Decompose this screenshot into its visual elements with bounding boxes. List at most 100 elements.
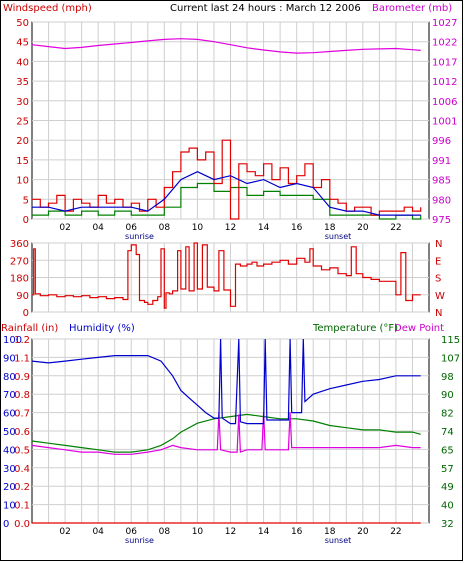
direction-tick-label: 270 [10,256,29,267]
barometer-series [31,38,421,54]
temperature-tick-label: 107 [441,353,460,364]
x-tick-label: 22 [390,223,401,233]
x-tick-label: 18 [324,223,336,233]
barometer-title: Barometer (mb) [372,3,452,14]
direction-series [32,242,421,309]
temperature-tick-label: 32 [441,519,454,530]
barometer-tick-label: 975 [432,215,451,226]
windspeed-tick-label: 35 [16,77,29,88]
humidity-tick-label: 0 [3,519,9,530]
compass-tick-label: N [435,308,442,319]
windspeed-tick-label: 20 [16,136,29,147]
chart-title: Current last 24 hours : March 12 2006 [170,3,361,14]
x-tick-label: 10 [192,527,204,537]
temperature-label: Temperature (°F) [312,323,398,334]
wind-average-series [32,171,421,216]
humidity-tick-label: 90 [3,353,16,364]
temperature-tick-label: 40 [441,501,454,512]
x-tick-label: 10 [192,223,204,233]
windspeed-tick-label: 0 [23,215,29,226]
compass-tick-label: S [435,274,441,285]
x-tick-label: 14 [258,527,270,537]
humidity-tick-label: 80 [3,372,16,383]
temperature-tick-label: 82 [441,409,454,420]
temperature-tick-label: 90 [441,390,454,401]
humidity-tick-label: 50 [3,427,16,438]
humidity-tick-label: 30 [3,464,16,475]
temperature-tick-label: 115 [441,335,460,346]
x-event-label: sunrise [125,536,154,545]
x-event-label: sunset [325,536,352,545]
windspeed-tick-label: 50 [16,18,29,29]
x-tick-label: 06 [126,527,138,537]
windspeed-series [32,139,422,220]
humidity-series [31,338,421,425]
x-tick-label: 18 [324,527,336,537]
compass-tick-label: E [435,256,441,267]
compass-tick-label: N [435,239,442,250]
rainfall-tick-label: 1.1 [14,353,30,364]
dewpoint-series [31,412,421,455]
x-tick-label: 02 [59,223,70,233]
humidity-tick-label: 40 [3,445,16,456]
barometer-tick-label: 1001 [432,117,457,128]
barometer-tick-label: 980 [432,195,451,206]
x-tick-label: 12 [225,527,236,537]
rainfall-tick-label: 0.2 [14,482,30,493]
x-tick-label: 04 [92,527,104,537]
barometer-tick-label: 1027 [432,18,457,29]
windspeed-tick-label: 30 [16,97,29,108]
barometer-tick-label: 1006 [432,97,457,108]
x-event-label: sunset [325,232,352,241]
x-tick-label: 04 [92,223,104,233]
x-tick-label: 12 [225,223,236,233]
rainfall-tick-label: 0.8 [14,390,30,401]
barometer-tick-label: 1012 [432,77,457,88]
x-tick-label: 02 [59,527,70,537]
rainfall-tick-label: 0.5 [14,445,30,456]
rainfall-tick-label: 0.1 [14,501,30,512]
x-tick-label: 06 [126,223,138,233]
humidity-label: Humidity (%) [69,323,135,334]
temperature-tick-label: 74 [441,427,454,438]
rainfall-tick-label: 0.0 [14,519,30,530]
barometer-tick-label: 991 [432,156,451,167]
x-tick-label: 16 [291,223,303,233]
barometer-tick-label: 996 [432,136,451,147]
windspeed-tick-label: 40 [16,57,29,68]
windspeed-tick-label: 5 [23,195,29,206]
barometer-tick-label: 985 [432,176,451,187]
windspeed-tick-label: 15 [16,156,29,167]
humidity-tick-label: 100 [3,335,22,346]
temperature-tick-label: 57 [441,464,454,475]
humidity-tick-label: 60 [3,409,16,420]
rainfall-tick-label: 0.4 [14,464,30,475]
windspeed-tick-label: 45 [16,38,29,49]
humidity-tick-label: 20 [3,482,16,493]
rainfall-tick-label: 0.6 [14,427,30,438]
x-event-label: sunrise [125,232,154,241]
direction-tick-label: 180 [10,274,29,285]
compass-tick-label: W [435,291,445,302]
dewpoint-label: Dew Point [394,323,444,334]
rainfall-label: Rainfall (in) [1,323,58,334]
barometer-tick-label: 1022 [432,38,457,49]
direction-tick-label: 90 [16,291,29,302]
barometer-tick-label: 1017 [432,57,457,68]
x-tick-label: 08 [159,527,171,537]
direction-tick-label: 0 [23,308,29,319]
temperature-tick-label: 65 [441,445,454,456]
temperature-tick-label: 98 [441,372,454,383]
x-tick-label: 14 [258,223,270,233]
windspeed-tick-label: 10 [16,176,29,187]
windspeed-title: Windspeed (mph) [3,3,92,14]
rainfall-tick-label: 1.2 [14,335,30,346]
humidity-tick-label: 70 [3,390,16,401]
x-tick-label: 22 [390,527,401,537]
x-tick-label: 16 [291,527,303,537]
temperature-tick-label: 49 [441,482,454,493]
x-tick-label: 20 [357,223,369,233]
rainfall-tick-label: 0.9 [14,372,30,383]
